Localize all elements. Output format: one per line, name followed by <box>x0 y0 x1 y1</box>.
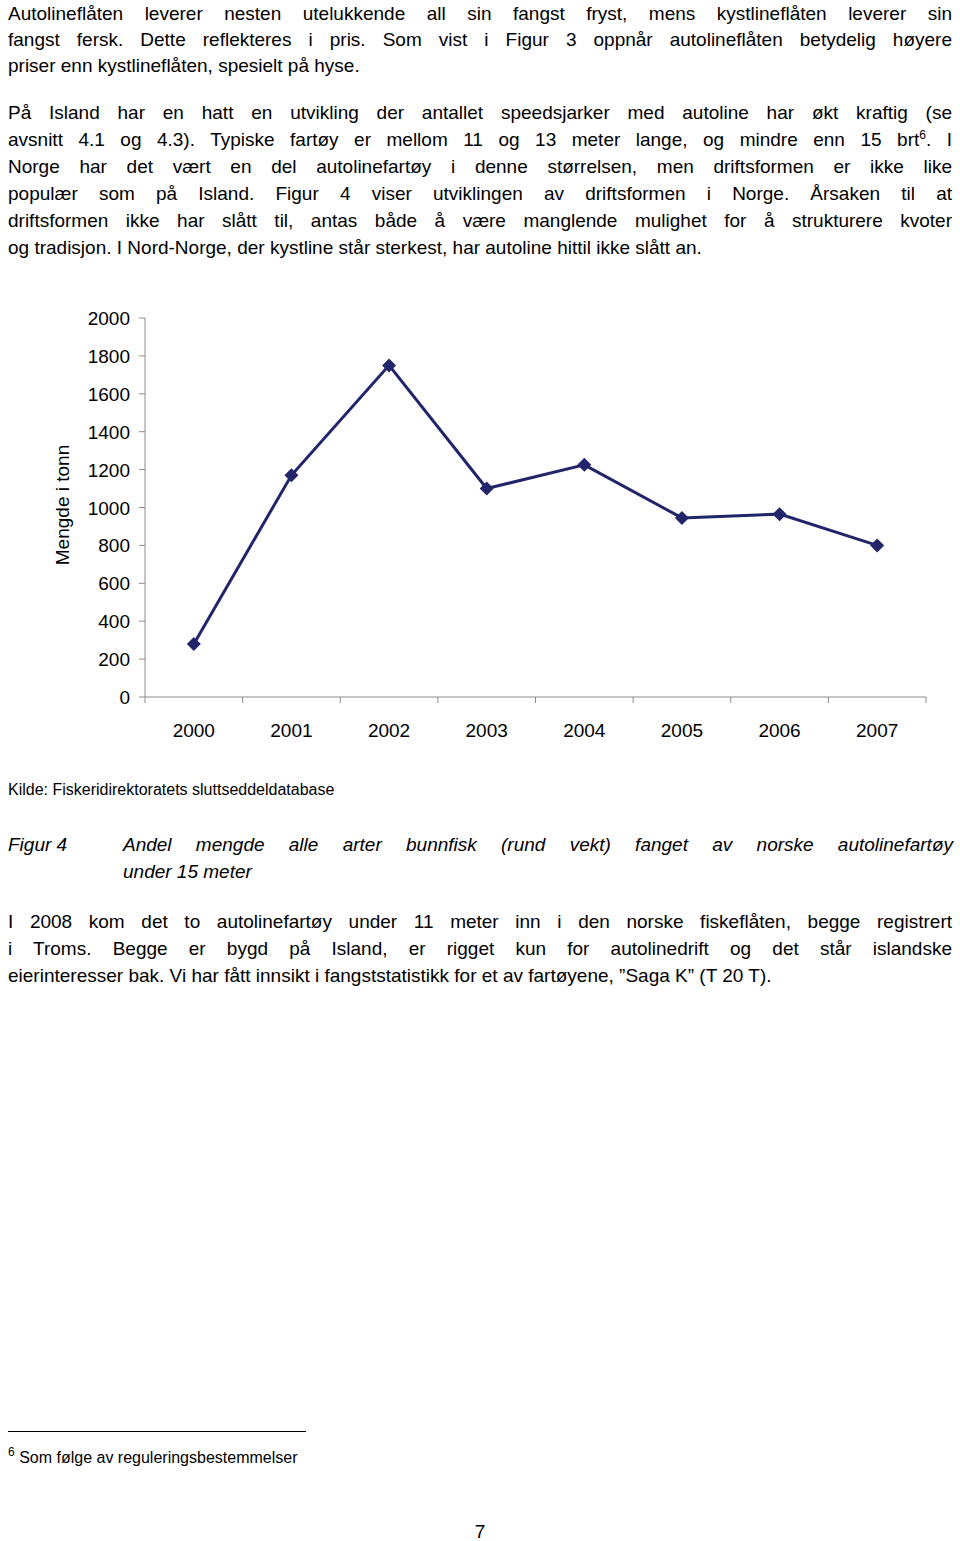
chart: 0 200 400 600 800 1000 1200 1400 1600 1800 2000 200… <box>0 0 960 1541</box>
x-tick-label: 2005 <box>661 720 703 741</box>
x-tick <box>633 697 634 703</box>
data-point <box>870 538 884 552</box>
y-tick <box>139 431 145 432</box>
x-tick <box>730 697 731 703</box>
plot-area <box>187 358 884 651</box>
x-tick-label: 2006 <box>758 720 800 741</box>
x-tick-label: 2007 <box>856 720 898 741</box>
y-tick-label: 400 <box>98 611 130 632</box>
paragraph-line: eierinteresser bak. Vi har fått innsikt … <box>8 963 952 989</box>
y-tick-label: 1000 <box>88 498 130 519</box>
y-tick <box>139 507 145 508</box>
paragraph-line: Norge har det vært en del autolinefartøy… <box>8 154 952 180</box>
y-tick-label: 1400 <box>88 422 130 443</box>
x-tick <box>926 697 927 703</box>
y-tick <box>139 659 145 660</box>
y-tick <box>139 545 145 546</box>
x-tick-label: 2002 <box>368 720 410 741</box>
data-point <box>675 511 689 525</box>
paragraph-line: På Island har en hatt en utvikling der a… <box>8 100 952 126</box>
y-axis <box>145 318 146 697</box>
source: Kilde: Fiskeridirektoratets sluttseddeld… <box>8 778 334 802</box>
x-tick-label: 2004 <box>563 720 606 741</box>
y-tick-label: 1200 <box>88 460 130 481</box>
page-number: 7 <box>460 1519 500 1541</box>
x-tick-label: 2003 <box>466 720 508 741</box>
paragraph-line: og tradisjon. I Nord-Norge, der kystline… <box>8 235 952 261</box>
figure-label: Figur 4 <box>8 832 67 858</box>
footnote-text: Som følge av reguleringsbestemmelser <box>15 1449 298 1466</box>
x-tick <box>535 697 536 703</box>
paragraph-line: fangst fersk. Dette reflekteres i pris. … <box>8 27 952 53</box>
footnote-rule <box>8 1431 306 1432</box>
y-tick-label: 1600 <box>88 384 130 405</box>
y-tick <box>139 583 145 584</box>
paragraph-line: I 2008 kom det to autolinefartøy under 1… <box>8 909 952 935</box>
y-tick <box>139 355 145 356</box>
y-tick-label: 600 <box>98 573 130 594</box>
paragraph-line: i Troms. Begge er bygd på Island, er rig… <box>8 936 952 962</box>
y-tick <box>139 393 145 394</box>
y-tick-label: 800 <box>98 535 130 556</box>
data-point <box>773 507 787 521</box>
footnote-mark: 6 <box>8 1445 15 1459</box>
x-tick <box>145 697 146 703</box>
footnote: 6 Som følge av reguleringsbestemmelser <box>8 1446 297 1470</box>
x-tick <box>242 697 243 703</box>
y-tick <box>139 318 145 319</box>
x-tick-label: 2000 <box>173 720 215 741</box>
figure-caption-line: Andel mengde alle arter bunnfisk (rund v… <box>123 832 953 858</box>
data-point <box>284 468 298 482</box>
y-tick-label: 2000 <box>88 308 130 329</box>
x-tick <box>828 697 829 703</box>
data-line <box>194 365 877 644</box>
y-tick <box>139 621 145 622</box>
y-tick-label: 200 <box>98 649 130 670</box>
x-tick-label: 2001 <box>270 720 312 741</box>
paragraph-line: priser enn kystlineflåten, spesielt på h… <box>8 53 952 79</box>
data-point <box>577 458 591 472</box>
x-tick <box>340 697 341 703</box>
paragraph-line: avsnitt 4.1 og 4.3). Typiske fartøy er m… <box>8 127 952 153</box>
data-point <box>382 358 396 372</box>
footnote-ref: 6 <box>919 128 926 142</box>
y-tick <box>139 697 145 698</box>
figure-caption-line: under 15 meter <box>123 859 953 885</box>
data-point <box>187 637 201 651</box>
data-point <box>480 482 494 496</box>
y-tick-label: 1800 <box>88 346 130 367</box>
y-tick <box>139 469 145 470</box>
paragraph-line: driftsformen ikke har slått til, antas b… <box>8 208 952 234</box>
paragraph-line: populær som på Island. Figur 4 viser utv… <box>8 181 952 207</box>
paragraph-line: Autolineflåten leverer nesten utelukkend… <box>8 1 952 27</box>
x-tick <box>437 697 438 703</box>
y-tick-label: 0 <box>119 687 130 708</box>
text-segment: . I <box>926 129 952 150</box>
y-axis-label: Mengde i tonn <box>52 445 73 565</box>
text-segment: avsnitt 4.1 og 4.3). Typiske fartøy er m… <box>8 129 919 150</box>
